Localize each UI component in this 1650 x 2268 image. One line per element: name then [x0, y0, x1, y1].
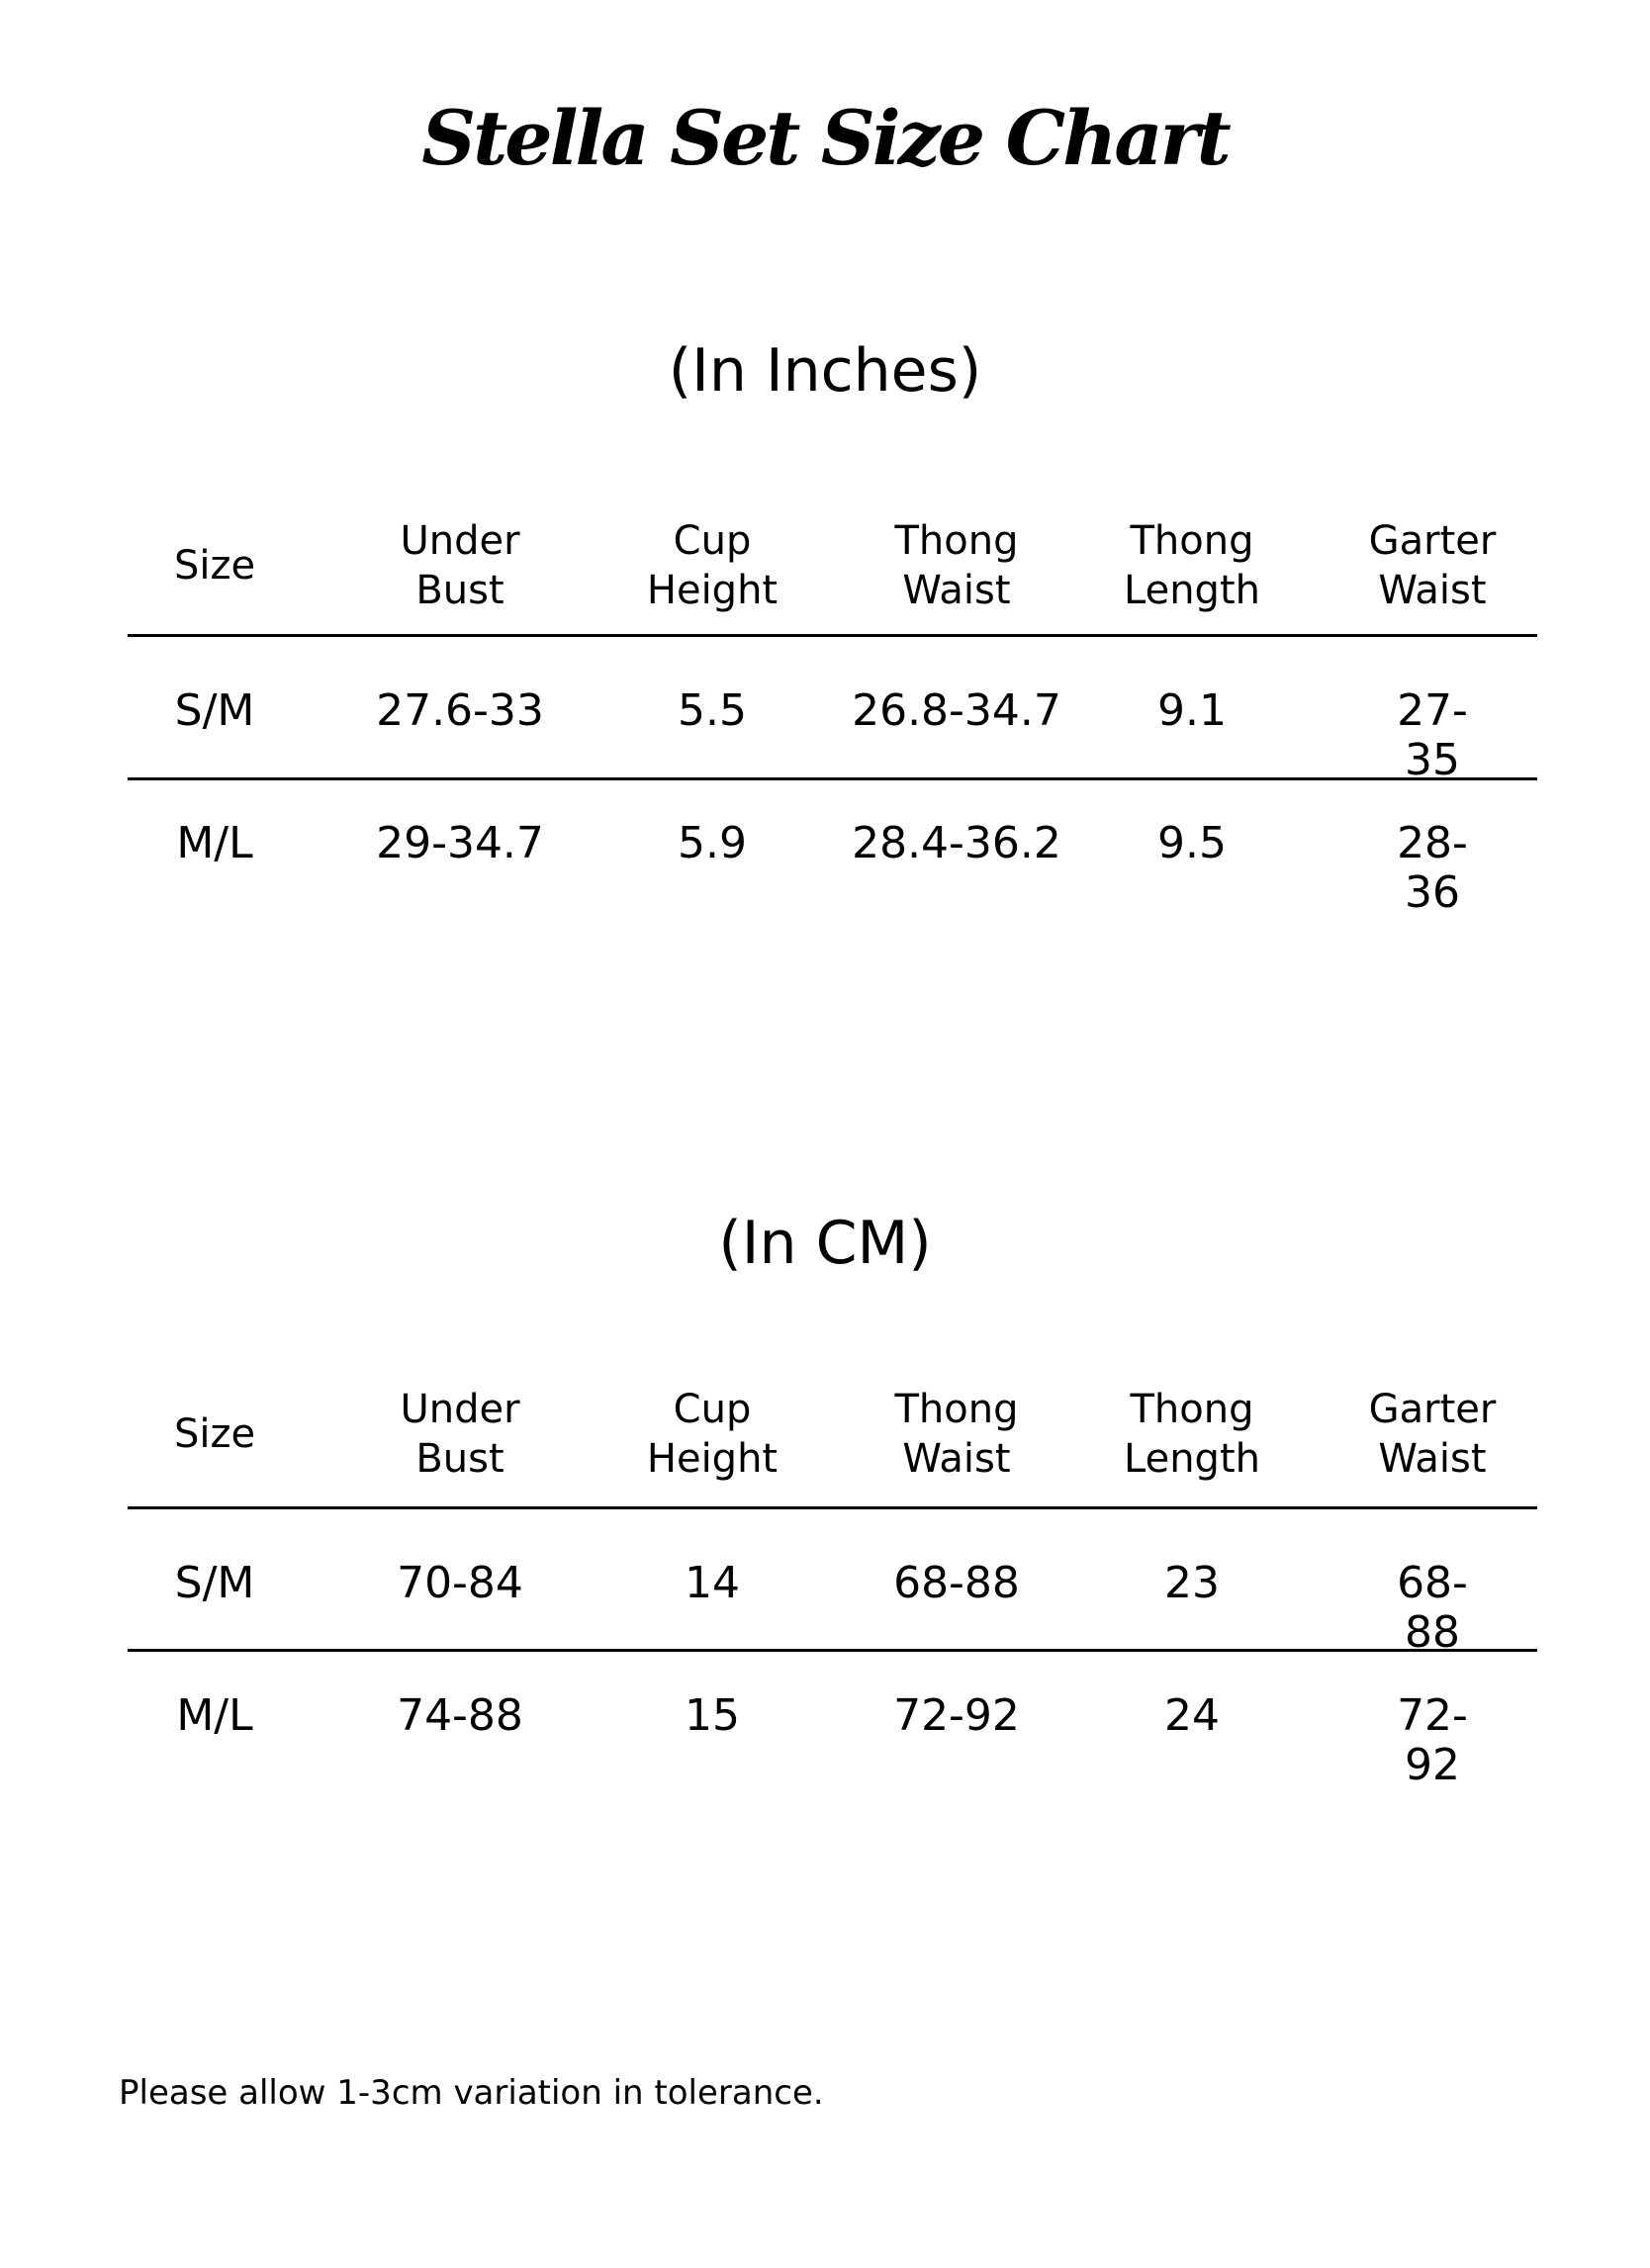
measurement-cell: 5.9 — [678, 818, 747, 868]
measurement-cell: 15 — [685, 1690, 740, 1741]
measurement-cell: 24 — [1164, 1690, 1220, 1741]
measurement-cell: 68-88 — [1397, 1558, 1468, 1658]
unit-heading: (In CM) — [718, 1209, 932, 1278]
measurement-cell: 28-36 — [1397, 818, 1468, 918]
size-label: M/L — [176, 818, 253, 868]
column-header: Size — [173, 543, 256, 589]
measurement-cell: 72-92 — [893, 1690, 1020, 1741]
measurement-cell: 5.5 — [678, 685, 747, 736]
column-header: Garter Waist — [1368, 1387, 1497, 1482]
measurement-cell: 68-88 — [893, 1558, 1020, 1608]
row-divider — [128, 634, 1537, 637]
measurement-cell: 9.1 — [1157, 685, 1227, 736]
measurement-cell: 14 — [685, 1558, 740, 1608]
column-header: Under Bust — [400, 518, 520, 613]
column-header: Under Bust — [400, 1387, 520, 1482]
column-header: Cup Height — [646, 1387, 779, 1482]
row-divider — [128, 1649, 1537, 1652]
column-header: Garter Waist — [1368, 518, 1497, 613]
measurement-cell: 28.4-36.2 — [852, 818, 1061, 868]
size-label: M/L — [176, 1690, 253, 1741]
column-header: Thong Waist — [894, 1387, 1019, 1482]
measurement-cell: 72-92 — [1397, 1690, 1468, 1790]
size-label: S/M — [174, 685, 255, 736]
size-label: S/M — [174, 1558, 255, 1608]
measurement-cell: 29-34.7 — [376, 818, 544, 868]
measurement-cell: 74-88 — [397, 1690, 523, 1741]
measurement-cell: 27-35 — [1397, 685, 1468, 785]
column-header: Thong Waist — [894, 518, 1019, 613]
tolerance-note: Please allow 1-3cm variation in toleranc… — [119, 2073, 824, 2113]
column-header: Size — [173, 1411, 256, 1457]
row-divider — [128, 777, 1537, 780]
measurement-cell: 23 — [1164, 1558, 1220, 1608]
column-header: Cup Height — [646, 518, 779, 613]
page-title: Stella Set Size Chart — [421, 94, 1231, 182]
measurement-cell: 70-84 — [397, 1558, 523, 1608]
column-header: Thong Length — [1124, 1387, 1260, 1482]
measurement-cell: 27.6-33 — [376, 685, 544, 736]
measurement-cell: 9.5 — [1157, 818, 1227, 868]
unit-heading: (In Inches) — [668, 336, 982, 406]
measurement-cell: 26.8-34.7 — [852, 685, 1061, 736]
column-header: Thong Length — [1124, 518, 1260, 613]
row-divider — [128, 1506, 1537, 1509]
